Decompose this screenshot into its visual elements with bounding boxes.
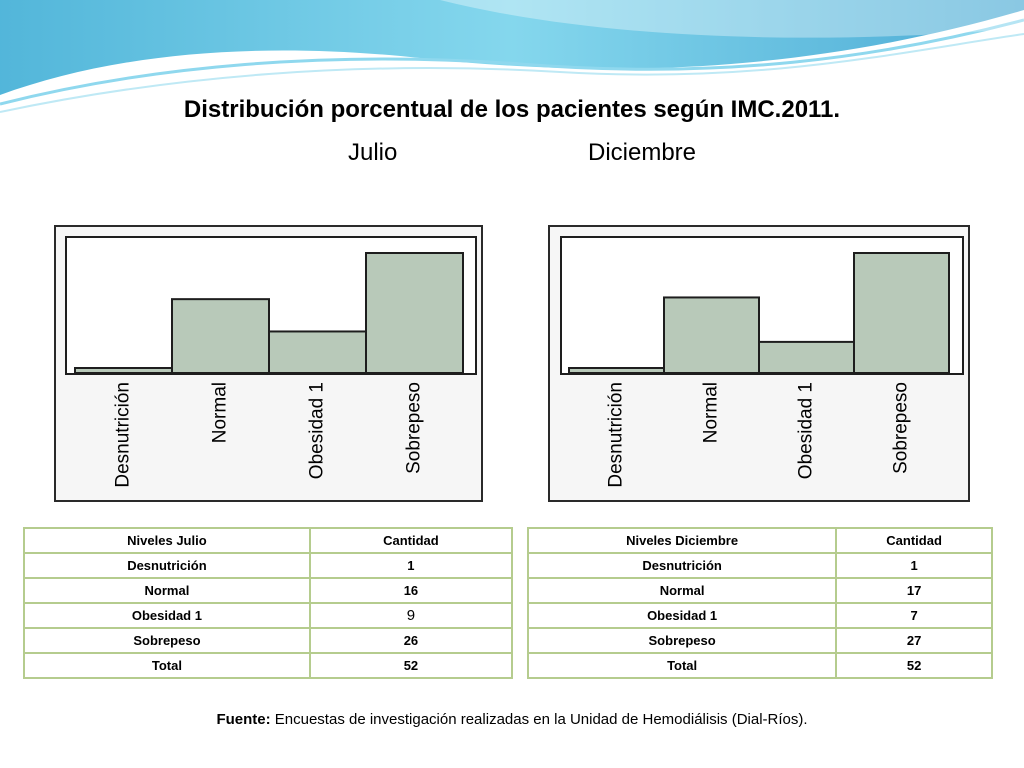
x-tick-label: Obesidad 1 — [796, 382, 817, 479]
x-tick-label: Sobrepeso — [404, 382, 425, 474]
decorative-header-swoosh — [0, 0, 1024, 113]
table-cell: 17 — [835, 577, 993, 604]
source-text: Encuestas de investigación realizadas en… — [270, 711, 808, 728]
table-cell: Obesidad 1 — [526, 602, 838, 629]
table-cell: Normal — [23, 577, 311, 604]
table-header-cell: Cantidad — [835, 527, 993, 554]
table-header-cell: Niveles Julio — [23, 527, 311, 554]
table-cell: Sobrepeso — [526, 627, 838, 654]
table-row: Desnutrición 1 — [23, 552, 514, 579]
subtitle-julio: Julio — [348, 139, 398, 166]
source-note: Fuente: Encuestas de investigación reali… — [0, 711, 1024, 728]
table-cell: Obesidad 1 — [23, 602, 311, 629]
x-tick-label: Normal — [210, 382, 231, 443]
table-cell: 7 — [835, 602, 993, 629]
table-cell: 26 — [308, 627, 514, 654]
table-cell: Sobrepeso — [23, 627, 311, 654]
table-cell: 1 — [835, 552, 993, 579]
x-tick-label: Obesidad 1 — [307, 382, 328, 479]
x-tick-label: Sobrepeso — [891, 382, 912, 474]
bar-normal — [171, 298, 270, 374]
subtitle-diciembre: Diciembre — [588, 139, 697, 166]
table-cell: 52 — [308, 652, 514, 679]
x-tick-label: Normal — [701, 382, 722, 443]
table-row: Sobrepeso 26 — [23, 627, 514, 654]
bar-obesidad-1 — [758, 340, 855, 374]
table-row: Total 52 — [23, 652, 514, 679]
x-tick-label: Desnutrición — [113, 382, 134, 488]
page-title: Distribución porcentual de los pacientes… — [183, 96, 841, 123]
chart-panel-diciembre: Desnutrición Normal Obesidad 1 Sobrepeso — [548, 225, 970, 502]
table-cell: 9 — [308, 602, 514, 629]
bar-desnutrici-n — [568, 367, 665, 374]
table-cell: Total — [23, 652, 311, 679]
table-cell: Total — [526, 652, 838, 679]
bar-sobrepeso — [365, 252, 464, 374]
table-row: Desnutrición 1 — [526, 552, 993, 579]
source-label: Fuente: — [216, 711, 271, 728]
table-header-cell: Niveles Diciembre — [526, 527, 838, 554]
table-diciembre: Niveles Diciembre Cantidad Desnutrición … — [526, 527, 993, 679]
table-cell: Desnutrición — [526, 552, 838, 579]
bar-desnutrici-n — [74, 367, 173, 374]
table-julio: Niveles Julio Cantidad Desnutrición 1 No… — [23, 527, 514, 679]
table-row: Normal 16 — [23, 577, 514, 604]
table-cell: 27 — [835, 627, 993, 654]
bar-chart-diciembre: Desnutrición Normal Obesidad 1 Sobrepeso — [560, 236, 964, 488]
table-row: Normal 17 — [526, 577, 993, 604]
table-cell: 16 — [308, 577, 514, 604]
table-header-cell: Cantidad — [308, 527, 514, 554]
table-cell: 1 — [308, 552, 514, 579]
bar-obesidad-1 — [268, 330, 367, 374]
table-cell: Desnutrición — [23, 552, 311, 579]
table-cell: 52 — [835, 652, 993, 679]
table-row: Obesidad 1 9 — [23, 602, 514, 629]
table-header-row: Niveles Julio Cantidad — [23, 527, 514, 554]
x-tick-label: Desnutrición — [606, 382, 627, 488]
bar-sobrepeso — [853, 252, 950, 374]
bar-chart-julio: Desnutrición Normal Obesidad 1 Sobrepeso — [65, 236, 477, 488]
table-header-row: Niveles Diciembre Cantidad — [526, 527, 993, 554]
bar-normal — [663, 296, 760, 374]
table-cell: Normal — [526, 577, 838, 604]
table-row: Obesidad 1 7 — [526, 602, 993, 629]
table-row: Total 52 — [526, 652, 993, 679]
table-row: Sobrepeso 27 — [526, 627, 993, 654]
chart-panel-julio: Desnutrición Normal Obesidad 1 Sobrepeso — [54, 225, 483, 502]
